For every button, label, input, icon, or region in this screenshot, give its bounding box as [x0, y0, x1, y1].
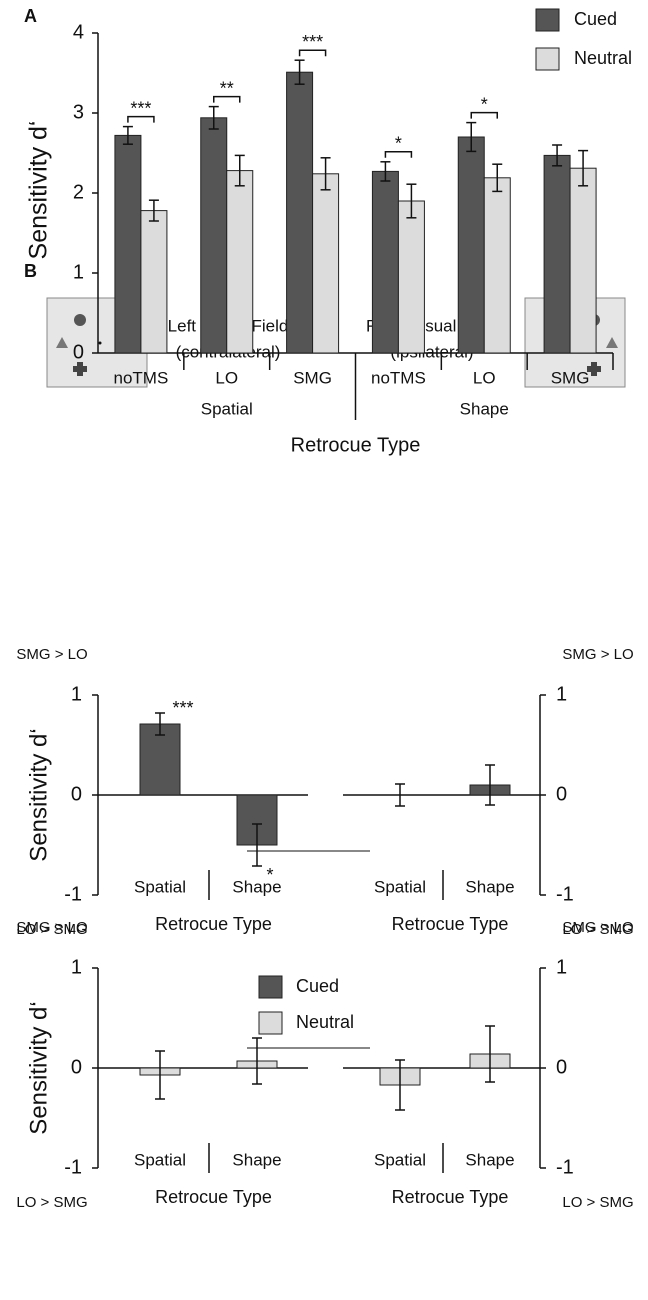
y-tick-label: 0 — [556, 783, 567, 805]
y-tick-label: 2 — [73, 181, 84, 203]
bar — [114, 134, 142, 354]
x-tick-label: Shape — [465, 877, 514, 896]
x-tick-label: SMG — [551, 368, 590, 387]
bar — [200, 117, 228, 354]
y-tick-label: -1 — [64, 1156, 82, 1178]
significance-label: * — [481, 94, 488, 114]
y-axis-title: Sensitivity d‘ — [25, 728, 52, 861]
direction-label: LO > SMG — [562, 921, 633, 938]
group-label: Shape — [460, 399, 509, 418]
y-tick-label: 1 — [556, 683, 567, 705]
significance-label: *** — [302, 32, 323, 52]
legend-label: Cued — [296, 976, 339, 996]
legend-label: Neutral — [296, 1012, 354, 1032]
x-tick-label: Shape — [232, 877, 281, 896]
significance-bracket — [298, 49, 327, 57]
significance-label: * — [395, 134, 402, 154]
x-axis-title: Retrocue Type — [392, 914, 509, 934]
direction-label: LO > SMG — [16, 921, 87, 938]
y-tick-label: 0 — [73, 341, 84, 363]
x-tick-label: Spatial — [134, 1150, 186, 1169]
y-tick-label: 3 — [73, 101, 84, 123]
bar — [371, 170, 399, 354]
direction-label: LO > SMG — [562, 1194, 633, 1211]
bar — [397, 200, 425, 354]
significance-label: *** — [172, 698, 193, 718]
bar — [286, 71, 314, 354]
significance-label: ** — [220, 78, 234, 98]
y-tick-label: -1 — [556, 883, 574, 905]
x-axis-title: Retrocue Type — [291, 434, 421, 456]
y-tick-label: -1 — [556, 1156, 574, 1178]
significance-bracket — [470, 111, 498, 119]
panel-label: A — [24, 6, 37, 26]
x-axis-title: Retrocue Type — [155, 1187, 272, 1207]
bar — [543, 154, 571, 354]
y-tick-label: 1 — [73, 261, 84, 283]
bar — [569, 167, 597, 354]
x-tick-label: Spatial — [374, 877, 426, 896]
x-tick-label: noTMS — [371, 368, 426, 387]
bar — [226, 170, 254, 354]
x-tick-label: Shape — [232, 1150, 281, 1169]
legend-swatch — [535, 8, 560, 32]
y-tick-label: 0 — [556, 1056, 567, 1078]
bar — [457, 136, 485, 354]
x-axis-title: Retrocue Type — [155, 914, 272, 934]
direction-label: SMG > LO — [562, 919, 633, 936]
legend-swatch — [258, 975, 283, 999]
y-tick-label: 1 — [71, 683, 82, 705]
y-tick-label: 0 — [71, 1056, 82, 1078]
x-tick-label: Spatial — [134, 877, 186, 896]
y-tick-label: -1 — [64, 883, 82, 905]
panel-label: B — [24, 261, 37, 281]
y-tick-label: 0 — [71, 783, 82, 805]
y-tick-label: 1 — [71, 956, 82, 978]
significance-label: * — [266, 865, 273, 885]
bar — [483, 177, 511, 354]
group-label: Spatial — [201, 399, 253, 418]
x-axis-title: Retrocue Type — [392, 1187, 509, 1207]
legend-swatch — [535, 47, 560, 71]
direction-label: SMG > LO — [16, 919, 87, 936]
legend-label: Cued — [574, 9, 617, 29]
legend-label: Neutral — [574, 48, 632, 68]
significance-label: *** — [130, 98, 151, 118]
bar — [312, 173, 340, 354]
significance-bracket — [384, 151, 413, 158]
x-tick-label: LO — [473, 368, 496, 387]
bar — [140, 210, 168, 354]
legend-swatch — [258, 1011, 283, 1035]
y-axis-title: Sensitivity d‘ — [25, 121, 53, 260]
x-tick-label: Spatial — [374, 1150, 426, 1169]
direction-label: SMG > LO — [16, 646, 87, 663]
direction-label: SMG > LO — [562, 646, 633, 663]
significance-bracket — [213, 95, 241, 103]
x-tick-label: LO — [215, 368, 238, 387]
direction-label: LO > SMG — [16, 1194, 87, 1211]
y-axis-title: Sensitivity d‘ — [25, 1001, 52, 1134]
y-tick-label: 1 — [556, 956, 567, 978]
bar — [139, 723, 181, 796]
x-tick-label: SMG — [293, 368, 332, 387]
y-tick-label: 4 — [73, 21, 84, 43]
x-tick-label: Shape — [465, 1150, 514, 1169]
significance-bracket — [127, 115, 155, 123]
x-tick-label: noTMS — [114, 368, 169, 387]
